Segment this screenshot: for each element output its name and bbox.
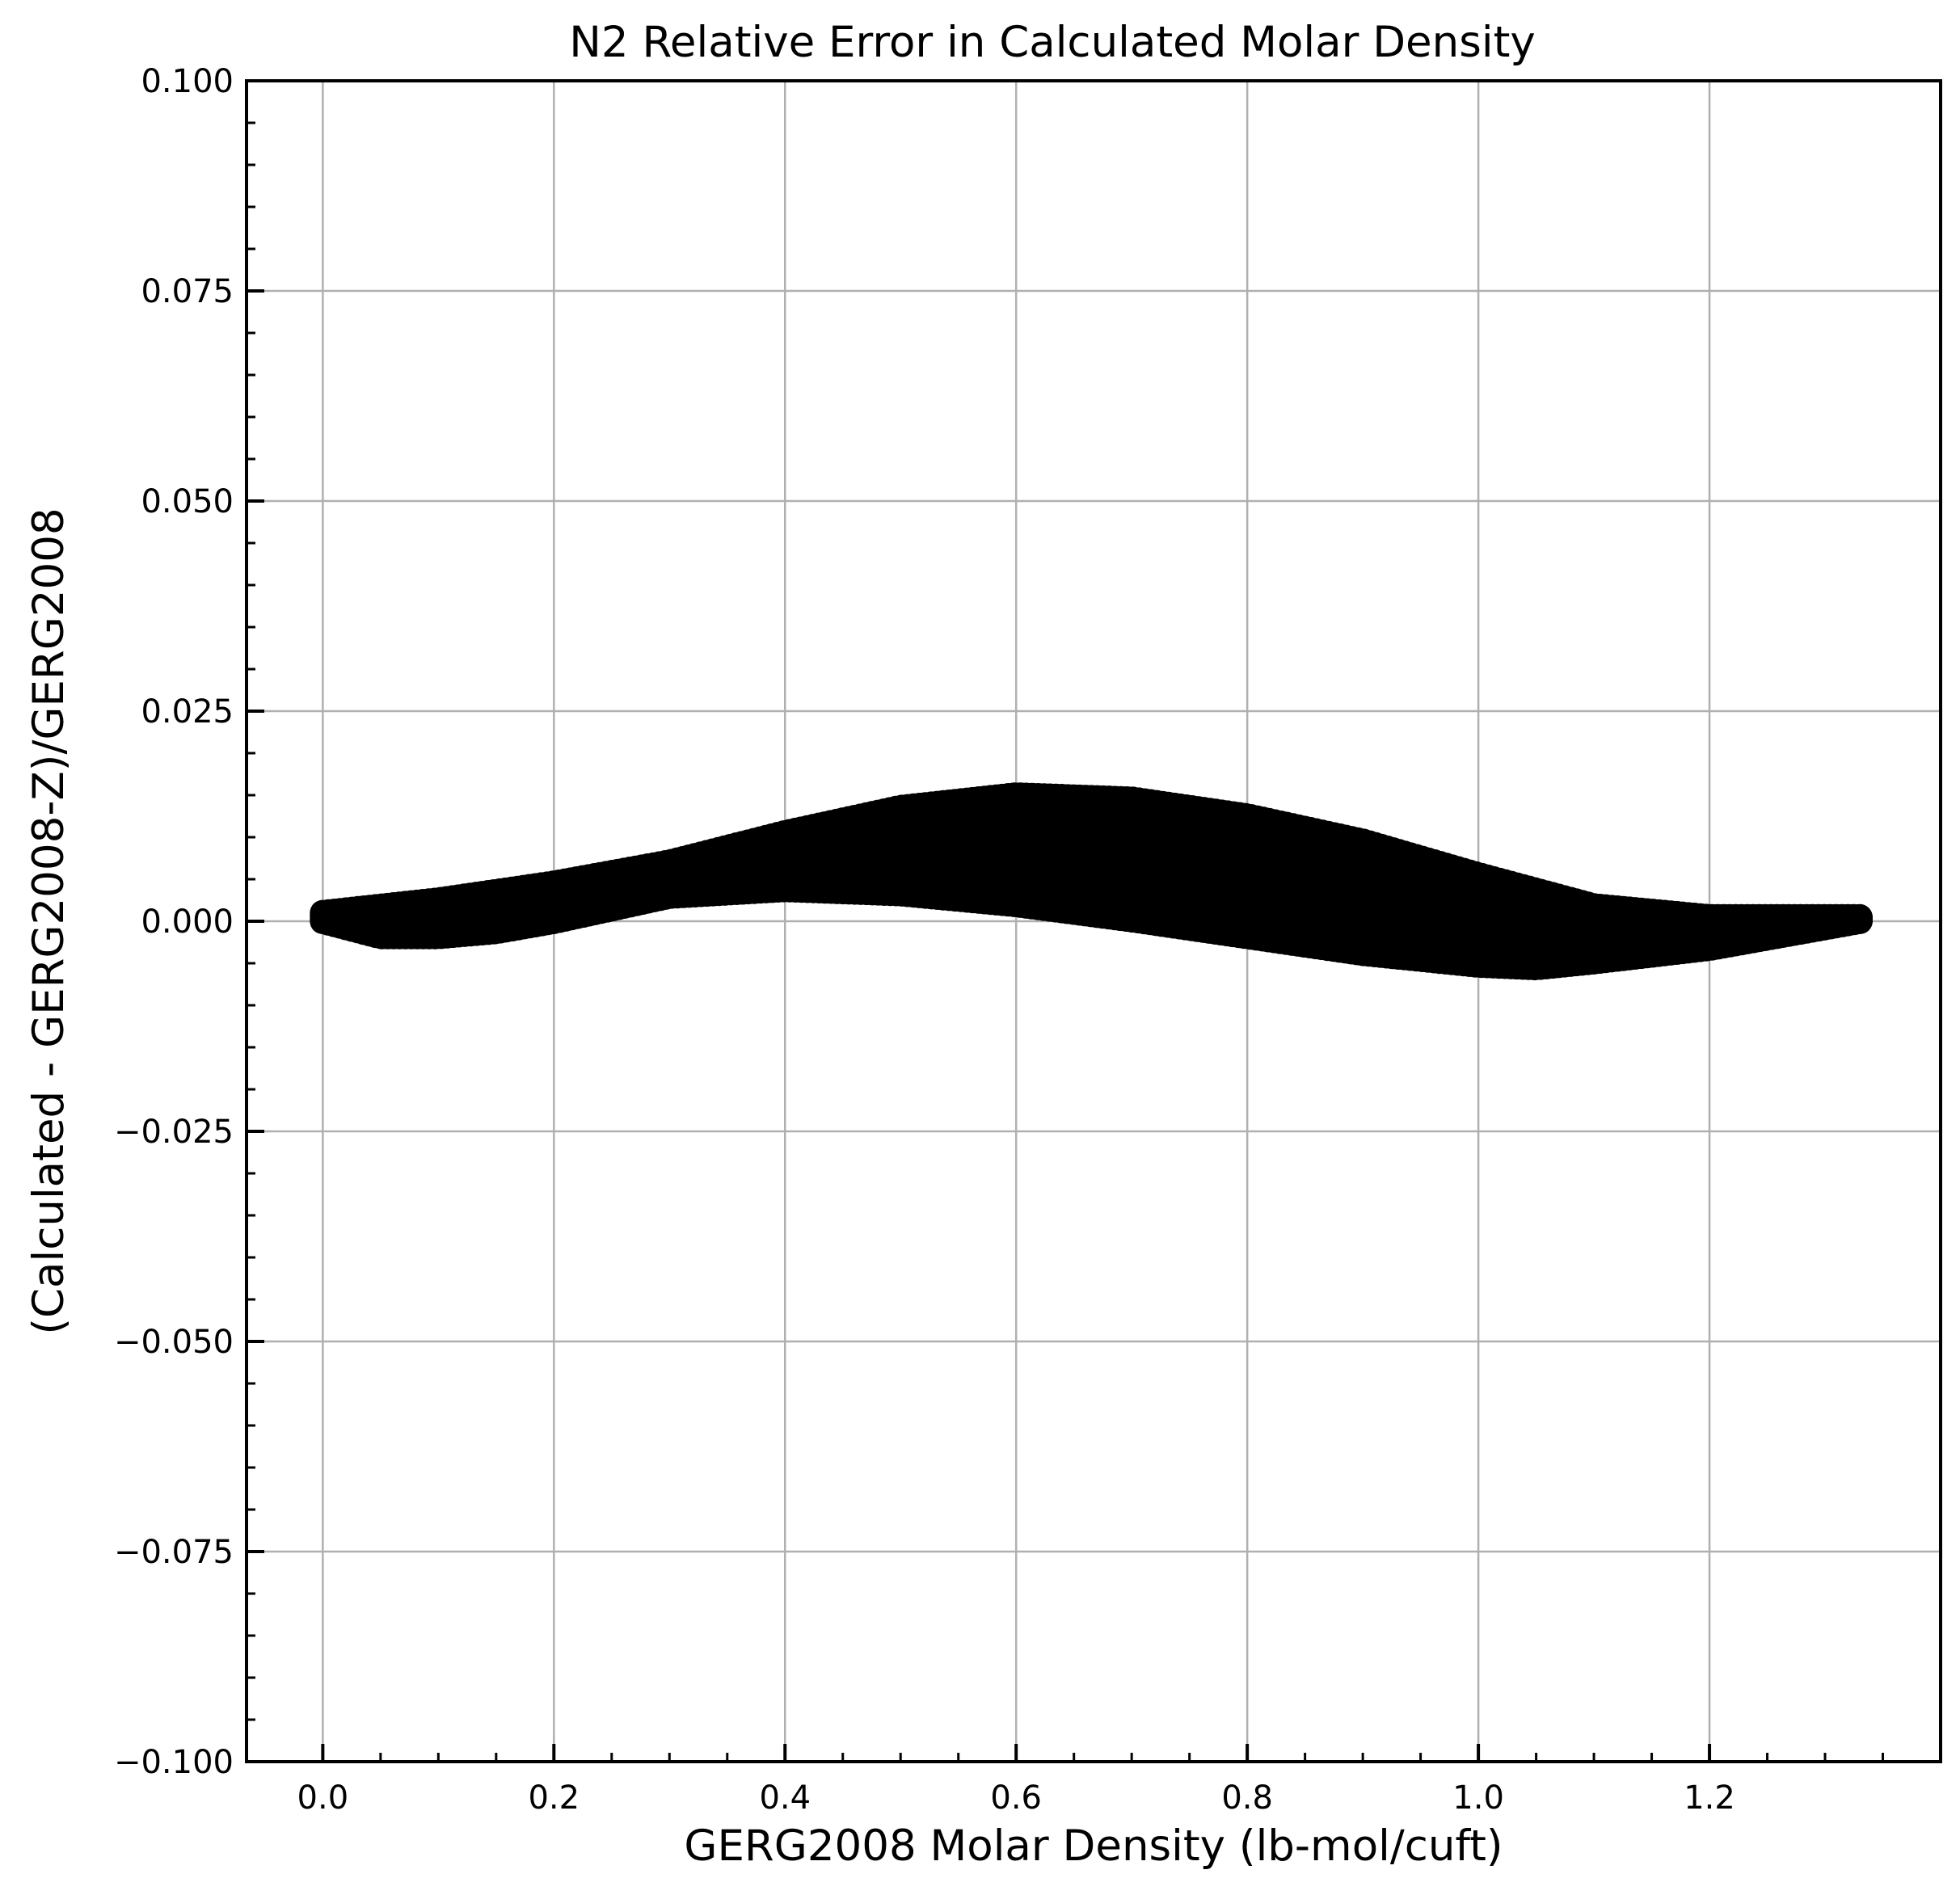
y-tick-label: 0.025 — [141, 693, 234, 731]
data-point — [1846, 903, 1873, 930]
y-axis-label: (Calculated - GERG2008-Z)/GERG2008 — [24, 507, 74, 1334]
x-tick-label: 1.2 — [1684, 1779, 1735, 1817]
y-tick-label: 0.100 — [141, 63, 234, 100]
y-tick-label: −0.025 — [114, 1114, 234, 1151]
x-tick-label: 0.2 — [528, 1779, 580, 1817]
x-tick-label: 0.4 — [759, 1779, 811, 1817]
x-tick-label: 0.8 — [1221, 1779, 1273, 1817]
y-tick-label: −0.050 — [114, 1324, 234, 1361]
x-tick-label: 0.6 — [990, 1779, 1042, 1817]
data-points — [310, 782, 1873, 981]
y-tick-label: 0.050 — [141, 483, 234, 520]
y-tick-label: −0.100 — [114, 1744, 234, 1781]
x-tick-label: 0.0 — [297, 1779, 349, 1817]
y-tick-label: 0.000 — [141, 903, 234, 941]
y-tick-label: 0.075 — [141, 273, 234, 310]
y-tick-label: −0.075 — [114, 1534, 234, 1571]
x-tick-label: 1.0 — [1452, 1779, 1504, 1817]
ticks: 0.0 0.2 0.4 0.6 0.8 1.0 1.2 0.100 0.075 0.050 0.02… — [114, 63, 1885, 1817]
chart-title: N2 Relative Error in Calculated Molar De… — [569, 18, 1536, 67]
x-axis-label: GERG2008 Molar Density (lb-mol/cuft) — [684, 1821, 1503, 1871]
